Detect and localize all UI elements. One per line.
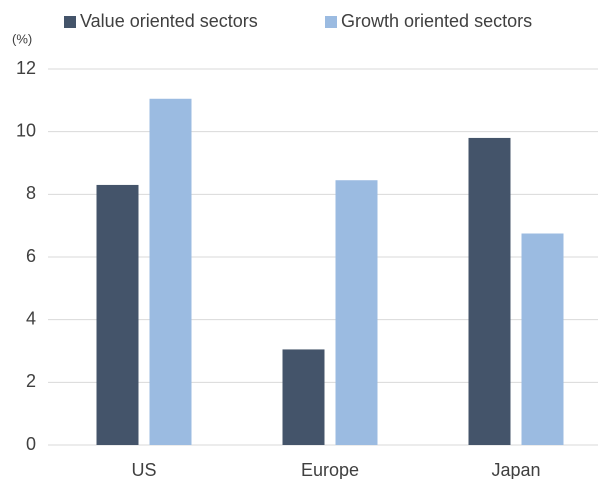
bar xyxy=(521,233,564,445)
x-tick-label: US xyxy=(131,460,156,479)
bar xyxy=(468,137,511,445)
bar xyxy=(96,184,139,445)
y-tick-label: 0 xyxy=(26,434,36,454)
y-tick-label: 12 xyxy=(16,58,36,78)
y-tick-label: 8 xyxy=(26,183,36,203)
unit-label: (%) xyxy=(12,31,32,46)
legend-swatch xyxy=(64,16,76,28)
x-tick-label: Europe xyxy=(301,460,359,479)
y-tick-label: 10 xyxy=(16,120,36,140)
y-tick-label: 4 xyxy=(26,308,36,328)
x-tick-label: Japan xyxy=(491,460,540,479)
legend-swatch xyxy=(325,16,337,28)
bar xyxy=(335,180,378,445)
y-tick-label: 6 xyxy=(26,246,36,266)
legend-label: Value oriented sectors xyxy=(80,11,258,31)
bar xyxy=(282,349,325,445)
legend-label: Growth oriented sectors xyxy=(341,11,532,31)
y-tick-label: 2 xyxy=(26,371,36,391)
bar xyxy=(149,98,192,446)
